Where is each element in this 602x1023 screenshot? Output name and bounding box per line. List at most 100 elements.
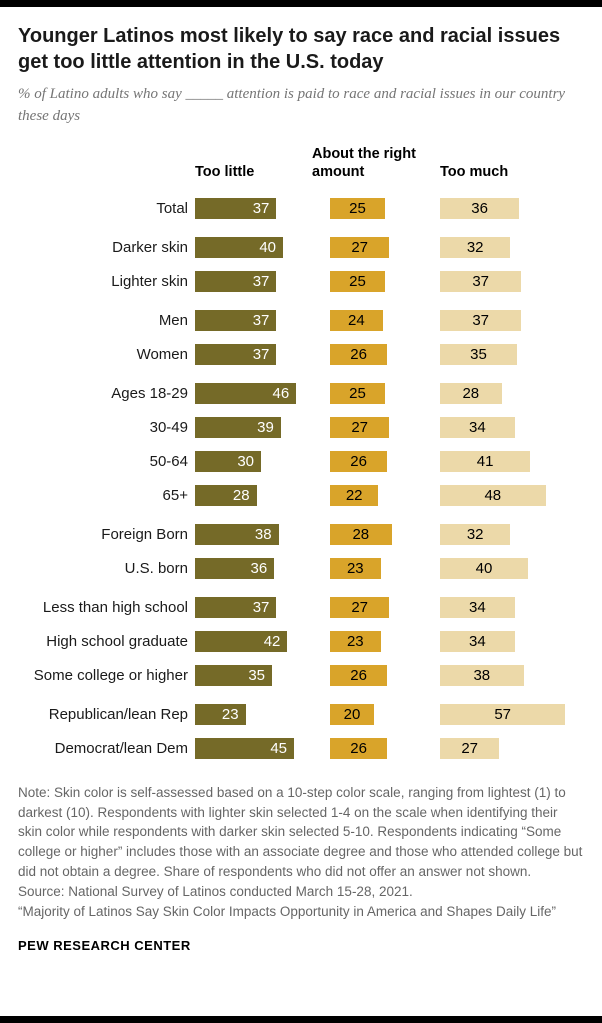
bar-row: Some college or higher 35 26 38 <box>18 664 584 686</box>
bar-about-right: 27 <box>330 596 390 618</box>
bar-too-little: 36 <box>195 557 275 579</box>
bar-value: 27 <box>351 238 369 256</box>
bar-cell-about-right: 26 <box>330 664 440 686</box>
bar-too-much: 27 <box>440 737 500 759</box>
bar-cell-too-much: 28 <box>440 382 584 404</box>
bar-row: Women 37 26 35 <box>18 343 584 365</box>
bar-cell-too-little: 46 <box>195 382 330 404</box>
bar-cell-about-right: 27 <box>330 416 440 438</box>
bar-group: Ages 18-29 46 25 28 30-49 39 27 34 50-64 30 26 41 65… <box>18 382 584 506</box>
bar-value: 27 <box>351 598 369 616</box>
bar-value: 46 <box>272 384 290 402</box>
bar-cell-about-right: 20 <box>330 703 440 725</box>
column-header-about-right: About the right amount <box>312 146 416 181</box>
bar-too-much: 57 <box>440 703 566 725</box>
bar-too-little: 30 <box>195 450 261 472</box>
bar-value: 27 <box>351 418 369 436</box>
bar-cell-about-right: 28 <box>330 523 440 545</box>
bar-too-little: 37 <box>195 596 277 618</box>
bar-cell-too-much: 32 <box>440 523 584 545</box>
bar-group: Darker skin 40 27 32 Lighter skin 37 25 37 <box>18 236 584 292</box>
bar-cell-too-little: 42 <box>195 630 330 652</box>
bar-too-little: 42 <box>195 630 288 652</box>
bar-group: Less than high school 37 27 34 High school g… <box>18 596 584 686</box>
bar-cell-too-much: 37 <box>440 270 584 292</box>
bar-value: 23 <box>346 559 364 577</box>
bar-value: 26 <box>350 666 367 684</box>
bar-too-little: 35 <box>195 664 272 686</box>
bar-too-little: 40 <box>195 236 283 258</box>
bar-value: 34 <box>469 632 486 650</box>
bar-cell-too-much: 34 <box>440 630 584 652</box>
bar-row: 50-64 30 26 41 <box>18 450 584 472</box>
bar-cell-about-right: 27 <box>330 596 440 618</box>
row-label: 65+ <box>162 486 188 504</box>
bar-value: 37 <box>252 345 270 363</box>
column-header-too-little: Too little <box>195 164 255 181</box>
row-label: Democrat/lean Dem <box>54 739 188 757</box>
bar-value: 34 <box>469 418 486 436</box>
row-label: U.S. born <box>124 559 188 577</box>
bar-about-right: 24 <box>330 309 383 331</box>
bar-too-little: 39 <box>195 416 281 438</box>
bar-cell-too-little: 39 <box>195 416 330 438</box>
bar-chart: Total 37 25 36 Darker skin 40 27 32 Lighter skin… <box>18 197 584 777</box>
bar-row: Ages 18-29 46 25 28 <box>18 382 584 404</box>
bar-too-little: 23 <box>195 703 246 725</box>
bar-cell-too-little: 23 <box>195 703 330 725</box>
bar-about-right: 27 <box>330 416 390 438</box>
bar-value: 42 <box>263 632 281 650</box>
bar-value: 45 <box>270 739 287 757</box>
bar-group: Men 37 24 37 Women 37 26 35 <box>18 309 584 365</box>
notes-block: Note: Skin color is self-assessed based … <box>18 783 584 923</box>
bar-value: 37 <box>252 311 270 329</box>
bar-value: 48 <box>484 486 502 504</box>
brand-footer: PEW RESEARCH CENTER <box>18 938 191 954</box>
bar-value: 36 <box>250 559 268 577</box>
bar-too-much: 37 <box>440 309 522 331</box>
bar-value: 23 <box>221 705 239 723</box>
bar-value: 38 <box>254 525 272 543</box>
bar-value: 40 <box>475 559 493 577</box>
bar-value: 24 <box>348 311 365 329</box>
bar-value: 37 <box>252 272 270 290</box>
bar-value: 37 <box>472 272 490 290</box>
bar-too-much: 40 <box>440 557 528 579</box>
bar-too-much: 34 <box>440 630 515 652</box>
bar-value: 25 <box>349 199 366 217</box>
bar-about-right: 25 <box>330 197 385 219</box>
bar-cell-too-much: 48 <box>440 484 584 506</box>
bar-value: 25 <box>349 272 366 290</box>
bar-cell-too-much: 32 <box>440 236 584 258</box>
bar-too-little: 46 <box>195 382 297 404</box>
bar-about-right: 22 <box>330 484 379 506</box>
bar-value: 28 <box>352 525 370 543</box>
bar-about-right: 27 <box>330 236 390 258</box>
bar-row: 30-49 39 27 34 <box>18 416 584 438</box>
bar-value: 20 <box>343 705 361 723</box>
bar-cell-too-little: 35 <box>195 664 330 686</box>
bar-value: 26 <box>350 345 367 363</box>
bottom-rule <box>0 1016 602 1023</box>
note-text: Note: Skin color is self-assessed based … <box>18 784 583 880</box>
bar-too-much: 32 <box>440 523 511 545</box>
bar-cell-about-right: 24 <box>330 309 440 331</box>
bar-cell-too-little: 37 <box>195 596 330 618</box>
bar-value: 37 <box>472 311 490 329</box>
bar-too-much: 32 <box>440 236 511 258</box>
bar-too-little: 37 <box>195 343 277 365</box>
bar-too-much: 28 <box>440 382 502 404</box>
bar-row: 65+ 28 22 48 <box>18 484 584 506</box>
row-label: Ages 18-29 <box>111 384 188 402</box>
source-text: Source: National Survey of Latinos condu… <box>18 884 413 900</box>
bar-cell-too-much: 40 <box>440 557 584 579</box>
chart-subtitle: % of Latino adults who say _____ attenti… <box>18 85 566 124</box>
column-headers: Too little About the right amount Too mu… <box>18 145 584 181</box>
bar-cell-about-right: 26 <box>330 450 440 472</box>
bar-cell-about-right: 22 <box>330 484 440 506</box>
bar-value: 32 <box>466 238 484 256</box>
bar-cell-too-little: 40 <box>195 236 330 258</box>
row-label: Republican/lean Rep <box>48 705 188 723</box>
bar-too-much: 36 <box>440 197 520 219</box>
